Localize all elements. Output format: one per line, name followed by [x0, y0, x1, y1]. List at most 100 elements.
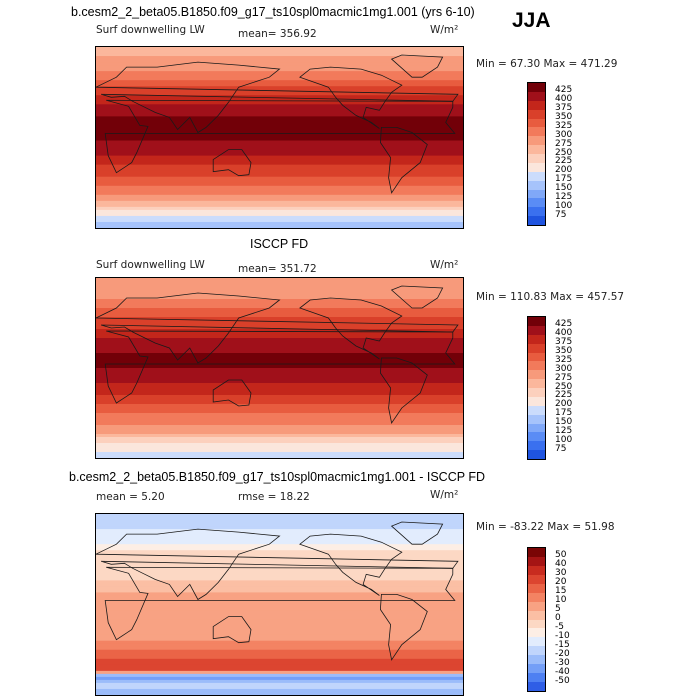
- colorbar-segment: [528, 171, 545, 181]
- panel2-heatmap-svg: [96, 278, 463, 458]
- colorbar-tick-label: 50: [555, 550, 567, 561]
- colorbar-tick-label: 125: [555, 425, 573, 436]
- heatmap-band: [96, 74, 463, 78]
- heatmap-band: [96, 422, 463, 426]
- colorbar-segment: [528, 414, 545, 424]
- colorbar-tick-label: 5: [555, 604, 561, 615]
- heatmap-band: [96, 586, 463, 591]
- coastline: [212, 616, 252, 644]
- heatmap-band: [96, 610, 463, 615]
- colorbar-segment: [528, 388, 545, 397]
- colorbar-segment: [528, 136, 545, 146]
- colorbar-segment: [528, 127, 545, 137]
- heatmap-band: [96, 652, 463, 657]
- heatmap-band: [96, 182, 463, 187]
- heatmap-band: [96, 98, 463, 102]
- colorbar-tick-label: 40: [555, 559, 567, 570]
- colorbar-segment: [528, 180, 545, 190]
- colorbar-segment: [528, 637, 545, 647]
- heatmap-band: [96, 559, 463, 563]
- colorbar-segment: [528, 423, 545, 433]
- heatmap-band: [96, 317, 463, 321]
- heatmap-band: [96, 365, 463, 369]
- panel2-variable: Surf downwelling LW: [96, 259, 205, 271]
- panel1-field: [96, 47, 463, 228]
- coastline: [212, 379, 252, 407]
- heatmap-band: [96, 203, 463, 208]
- heatmap-band: [96, 305, 463, 309]
- heatmap-band: [96, 137, 463, 142]
- colorbar-tick-label: 325: [555, 354, 573, 365]
- colorbar-tick-label: 250: [555, 147, 573, 158]
- heatmap-band: [96, 101, 463, 105]
- heatmap-band: [96, 284, 463, 288]
- heatmap-band: [96, 209, 463, 214]
- heatmap-band: [96, 631, 463, 636]
- heatmap-band: [96, 625, 463, 630]
- heatmap-band: [96, 359, 463, 363]
- coastline: [390, 521, 444, 545]
- panel3-field: [96, 514, 463, 695]
- heatmap-band: [96, 535, 463, 539]
- colorbar-segment: [528, 325, 545, 335]
- heatmap-band: [96, 682, 463, 687]
- panel1-map: [95, 46, 464, 229]
- panel1-colorbar-ticks: 75 100 125 150 175 200 225 250 275 300 325 350 375 40…: [555, 82, 595, 224]
- colorbar-segment: [528, 556, 545, 566]
- panel3-mean: mean = 5.20: [96, 491, 165, 503]
- heatmap-band: [96, 634, 463, 639]
- heatmap-band: [96, 356, 463, 360]
- heatmap-band: [96, 377, 463, 381]
- colorbar-tick-label: 400: [555, 94, 573, 105]
- colorbar-segment: [528, 370, 545, 380]
- heatmap-band: [96, 347, 463, 351]
- colorbar-tick-label: 350: [555, 346, 573, 356]
- colorbar-tick-label: 30: [555, 568, 567, 579]
- panel2-field: [96, 278, 463, 458]
- heatmap-band: [96, 200, 463, 205]
- heatmap-band: [96, 410, 463, 414]
- colorbar-tick-label: 75: [555, 209, 567, 220]
- coastline: [299, 297, 403, 360]
- heatmap-band: [96, 604, 463, 609]
- heatmap-band: [96, 679, 463, 684]
- heatmap-band: [96, 655, 463, 660]
- heatmap-band: [96, 446, 463, 450]
- colorbar-tick-label: 275: [555, 372, 573, 383]
- colorbar-segment: [528, 610, 545, 620]
- heatmap-band: [96, 673, 463, 678]
- heatmap-band: [96, 164, 463, 169]
- heatmap-band: [96, 65, 463, 69]
- heatmap-band: [96, 386, 463, 390]
- colorbar-segment: [528, 361, 545, 371]
- heatmap-band: [96, 59, 463, 63]
- heatmap-band: [96, 179, 463, 184]
- panel2-coastlines: [96, 285, 459, 425]
- panel1-coastlines: [96, 54, 459, 194]
- heatmap-band: [96, 685, 463, 690]
- heatmap-band: [96, 568, 463, 572]
- coastline: [299, 66, 403, 129]
- colorbar-segment: [528, 655, 545, 665]
- heatmap-band: [96, 538, 463, 542]
- heatmap-band: [96, 455, 463, 458]
- panel2-colorbar: [527, 316, 546, 460]
- colorbar-tick-label: 275: [555, 138, 573, 149]
- colorbar-segment: [528, 154, 545, 163]
- heatmap-band: [96, 440, 463, 444]
- heatmap-band: [96, 128, 463, 133]
- main-title: b.cesm2_2_beta05.B1850.f09_g17_ts10spl0m…: [71, 5, 475, 19]
- heatmap-band: [96, 514, 463, 518]
- heatmap-band: [96, 640, 463, 645]
- colorbar-tick-label: -10: [555, 630, 570, 641]
- heatmap-band: [96, 206, 463, 211]
- heatmap-band: [96, 311, 463, 315]
- colorbar-tick-label: 425: [555, 85, 573, 96]
- panel2-mean: mean= 351.72: [238, 263, 317, 275]
- colorbar-segment: [528, 619, 545, 629]
- heatmap-band: [96, 53, 463, 57]
- heatmap-band: [96, 287, 463, 291]
- colorbar-segment: [528, 162, 545, 172]
- heatmap-band: [96, 167, 463, 172]
- heatmap-band: [96, 62, 463, 66]
